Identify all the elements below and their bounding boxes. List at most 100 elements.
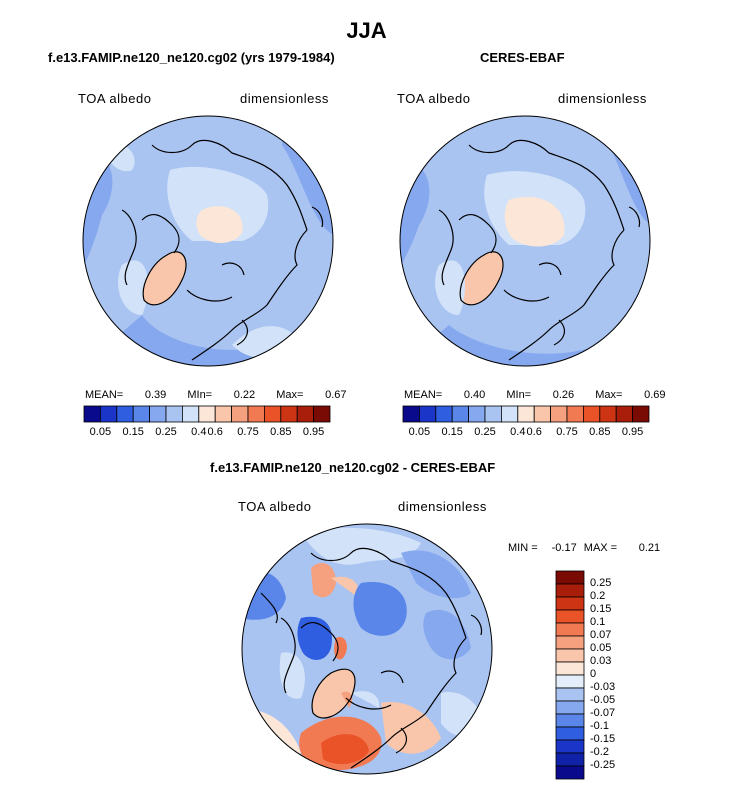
diff-colorbar-label: -0.05: [590, 694, 616, 706]
obs-colorbar-swatch: [566, 405, 584, 423]
diff-colorbar-label: 0.07: [590, 629, 612, 641]
obs-colorbar-swatch: [533, 405, 551, 423]
obs-mean-label: MEAN=: [404, 389, 443, 401]
diff-colorbar-label: 0.25: [590, 577, 612, 589]
diff-field-name: TOA albedo: [238, 499, 312, 514]
diff-min-value: -0.17: [551, 542, 577, 554]
model-stats: MEAN= 0.39 MIn= 0.22 Max= 0.67: [85, 389, 347, 401]
diff-colorbar-swatch: [555, 648, 585, 663]
obs-colorbar-swatch: [402, 405, 420, 423]
obs-field-name: TOA albedo: [397, 91, 471, 106]
obs-colorbar-swatch: [517, 405, 535, 423]
model-colorbar-swatch: [116, 405, 134, 423]
obs-colorbar-label: 0.6: [526, 426, 542, 438]
model-colorbar-swatch: [99, 405, 118, 423]
diff-colorbar-swatch: [555, 765, 585, 780]
diff-colorbar-label: -0.15: [590, 733, 616, 745]
model-colorbar-swatch: [149, 405, 167, 423]
obs-colorbar-swatch: [582, 405, 601, 423]
page-title: JJA: [346, 18, 387, 43]
model-colorbar-swatch: [263, 405, 282, 423]
obs-stats: MEAN= 0.40 MIn= 0.26 Max= 0.69: [404, 389, 666, 401]
diff-max-label: MAX =: [583, 542, 618, 554]
obs-colorbar-swatch: [418, 405, 437, 423]
model-colorbar-label: 0.95: [302, 426, 325, 438]
model-min-label: MIn=: [187, 389, 213, 401]
diff-colorbar-label: -0.07: [590, 707, 616, 719]
model-mean-label: MEAN=: [85, 389, 124, 401]
obs-colorbar-swatch: [468, 405, 486, 423]
diff-colorbar-label: -0.25: [590, 759, 616, 771]
diff-colorbar-swatch: [555, 661, 585, 676]
diff-polar-map: [241, 523, 493, 775]
diff-colorbar-swatch: [555, 700, 585, 715]
obs-colorbar-swatch: [550, 405, 568, 423]
diff-colorbar-swatch: [555, 570, 585, 585]
diff-colorbar-label: 0.1: [590, 616, 606, 628]
obs-colorbar-label: 0.25: [474, 426, 496, 438]
model-colorbar: [83, 405, 331, 423]
obs-min-value: 0.26: [552, 389, 575, 401]
diff-colorbar-swatch: [555, 739, 585, 754]
model-colorbar-swatch: [214, 405, 232, 423]
diff-colorbar-swatch: [555, 752, 585, 767]
diff-colorbar-swatch: [555, 726, 585, 741]
obs-colorbar-label: 0.05: [408, 426, 431, 438]
model-colorbar-label: 0.85: [270, 426, 292, 438]
diff-max-value: 0.21: [638, 542, 661, 554]
obs-colorbar-swatch: [435, 405, 453, 423]
diff-colorbar-label: -0.1: [590, 720, 609, 732]
diff-colorbar-label: 0: [590, 668, 597, 680]
obs-colorbar-label: 0.95: [621, 426, 644, 438]
obs-colorbar-swatch: [501, 405, 519, 423]
model-colorbar-swatch: [247, 405, 265, 423]
obs-panel-title: CERES-EBAF: [480, 50, 565, 65]
diff-colorbar-swatch: [555, 583, 585, 598]
model-panel-title: f.e13.FAMIP.ne120_ne120.cg02 (yrs 1979-1…: [48, 50, 335, 65]
obs-colorbar-label: 0.85: [589, 426, 611, 438]
diff-min-label: MIN =: [508, 542, 538, 554]
model-min-value: 0.22: [233, 389, 256, 401]
diff-colorbar-swatch: [555, 622, 585, 637]
model-colorbar-label: 0.25: [155, 426, 177, 438]
obs-colorbar-swatch: [615, 405, 633, 423]
model-max-label: Max=: [276, 389, 304, 401]
obs-colorbar: [402, 405, 650, 423]
obs-max-label: Max=: [595, 389, 623, 401]
diff-colorbar-label: 0.2: [590, 590, 606, 602]
diff-colorbar-labels: 0.25 0.2 0.15 0.1 0.07 0.05 0.03 0 -0.03 -0.05 -0.…: [590, 571, 650, 779]
model-polar-map: [82, 115, 334, 367]
model-max-value: 0.67: [325, 389, 347, 401]
diff-panel-title: f.e13.FAMIP.ne120_ne120.cg02 - CERES-EBA…: [210, 460, 496, 475]
model-colorbar-label: 0.15: [122, 426, 144, 438]
model-colorbar-swatch: [182, 405, 200, 423]
obs-polar-map: [399, 115, 651, 367]
obs-min-label: MIn=: [506, 389, 532, 401]
model-colorbar-swatch: [165, 405, 183, 423]
diff-colorbar-swatch: [555, 596, 585, 611]
diff-units: dimensionless: [398, 499, 487, 514]
obs-colorbar-label: 0.75: [556, 426, 578, 438]
model-units: dimensionless: [240, 91, 329, 106]
model-colorbar-swatch: [83, 405, 101, 423]
diff-colorbar-label: 0.05: [590, 642, 612, 654]
model-colorbar-label: 0.6: [207, 426, 223, 438]
obs-units: dimensionless: [558, 91, 647, 106]
obs-colorbar-swatch: [632, 405, 650, 423]
model-colorbar-label: 0.75: [237, 426, 259, 438]
diff-colorbar-swatch: [555, 609, 585, 624]
diff-colorbar-label: -0.2: [590, 746, 609, 758]
model-colorbar-swatch: [132, 405, 151, 423]
model-colorbar-swatch: [313, 405, 331, 423]
model-colorbar-labels: 0.05 0.15 0.25 0.4 0.6 0.75 0.85 0.95: [84, 426, 330, 440]
model-colorbar-label: 0.4: [191, 426, 207, 438]
model-colorbar-swatch: [231, 405, 249, 423]
diff-colorbar-label: -0.03: [590, 681, 616, 693]
obs-colorbar-swatch: [599, 405, 617, 423]
obs-colorbar-label: 0.4: [510, 426, 526, 438]
obs-colorbar-swatch: [451, 405, 470, 423]
obs-colorbar-label: 0.15: [441, 426, 463, 438]
model-colorbar-swatch: [296, 405, 314, 423]
model-colorbar-swatch: [280, 405, 298, 423]
model-mean-value: 0.39: [144, 389, 167, 401]
